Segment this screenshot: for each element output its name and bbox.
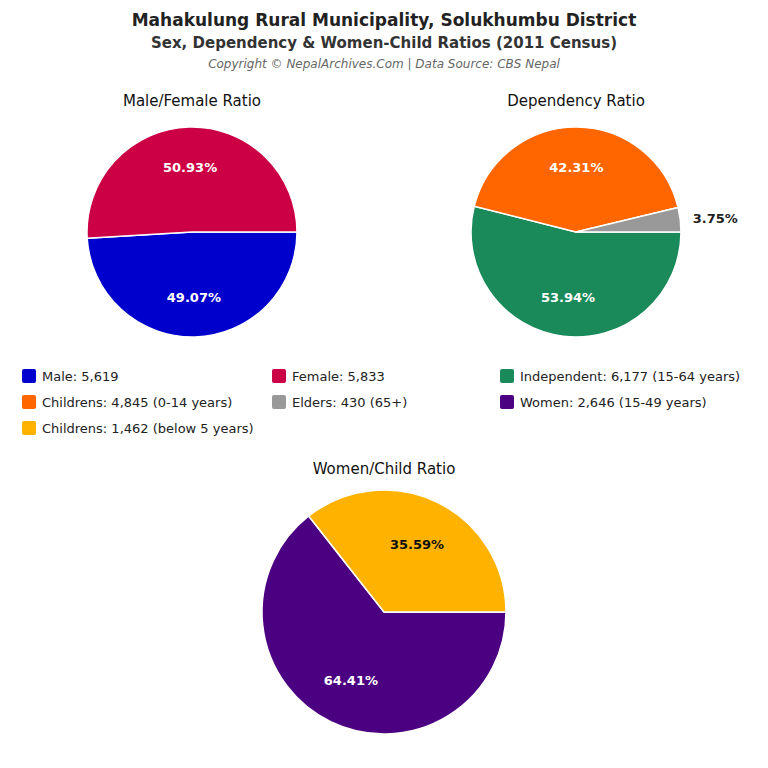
legend-entry: Women: 2,646 (15-49 years) bbox=[520, 395, 707, 410]
slices bbox=[262, 490, 506, 734]
slices bbox=[471, 127, 681, 337]
pie-chart: Male/Female Ratio 49.07% 50.93% bbox=[87, 92, 297, 337]
data-label: 53.94% bbox=[541, 290, 595, 305]
pie-title: Male/Female Ratio bbox=[123, 92, 261, 110]
legend-entry: Independent: 6,177 (15-64 years) bbox=[520, 369, 740, 384]
data-label: 64.41% bbox=[324, 673, 378, 688]
data-label: 35.59% bbox=[390, 537, 444, 552]
data-label: 49.07% bbox=[167, 290, 221, 305]
legend-swatch bbox=[22, 421, 36, 435]
pie-slice bbox=[87, 127, 297, 238]
pie-title: Women/Child Ratio bbox=[313, 460, 456, 478]
pie-chart: Dependency Ratio 53.94% 42.31% 3.75% bbox=[471, 92, 738, 337]
data-label: 50.93% bbox=[163, 160, 217, 175]
legend-swatch bbox=[272, 369, 286, 383]
legend-swatch bbox=[272, 395, 286, 409]
legend-swatch bbox=[22, 369, 36, 383]
legend: Male: 5,619 Female: 5,833 Independent: 6,1… bbox=[22, 369, 740, 436]
legend-swatch bbox=[500, 395, 514, 409]
data-labels: 49.07% 50.93% bbox=[163, 160, 221, 305]
annotation: Copyright © NepalArchives.Com | Data Sou… bbox=[208, 57, 560, 71]
legend-entry: Childrens: 1,462 (below 5 years) bbox=[42, 421, 254, 436]
pie-slice bbox=[309, 490, 506, 612]
data-labels: 53.94% 42.31% 3.75% bbox=[541, 160, 738, 305]
slices bbox=[87, 127, 297, 337]
subtitle: Sex, Dependency & Women-Child Ratios (20… bbox=[151, 34, 617, 52]
chart-root: Mahakulung Rural Municipality, Solukhumb… bbox=[0, 0, 768, 768]
title: Mahakulung Rural Municipality, Solukhumb… bbox=[132, 10, 637, 30]
data-label: 3.75% bbox=[693, 211, 738, 226]
legend-entry: Childrens: 4,845 (0-14 years) bbox=[42, 395, 232, 410]
pie-slice bbox=[87, 232, 297, 337]
legend-entry: Male: 5,619 bbox=[42, 369, 119, 384]
legend-swatch bbox=[500, 369, 514, 383]
data-labels: 64.41% 35.59% bbox=[324, 537, 444, 688]
legend-entry: Female: 5,833 bbox=[292, 369, 385, 384]
legend-swatch bbox=[22, 395, 36, 409]
pie-chart: Women/Child Ratio 64.41% 35.59% bbox=[262, 460, 506, 734]
background bbox=[0, 0, 768, 768]
pie-title: Dependency Ratio bbox=[507, 92, 645, 110]
data-label: 42.31% bbox=[549, 160, 603, 175]
legend-entry: Elders: 430 (65+) bbox=[292, 395, 407, 410]
pie-slice bbox=[576, 207, 681, 232]
